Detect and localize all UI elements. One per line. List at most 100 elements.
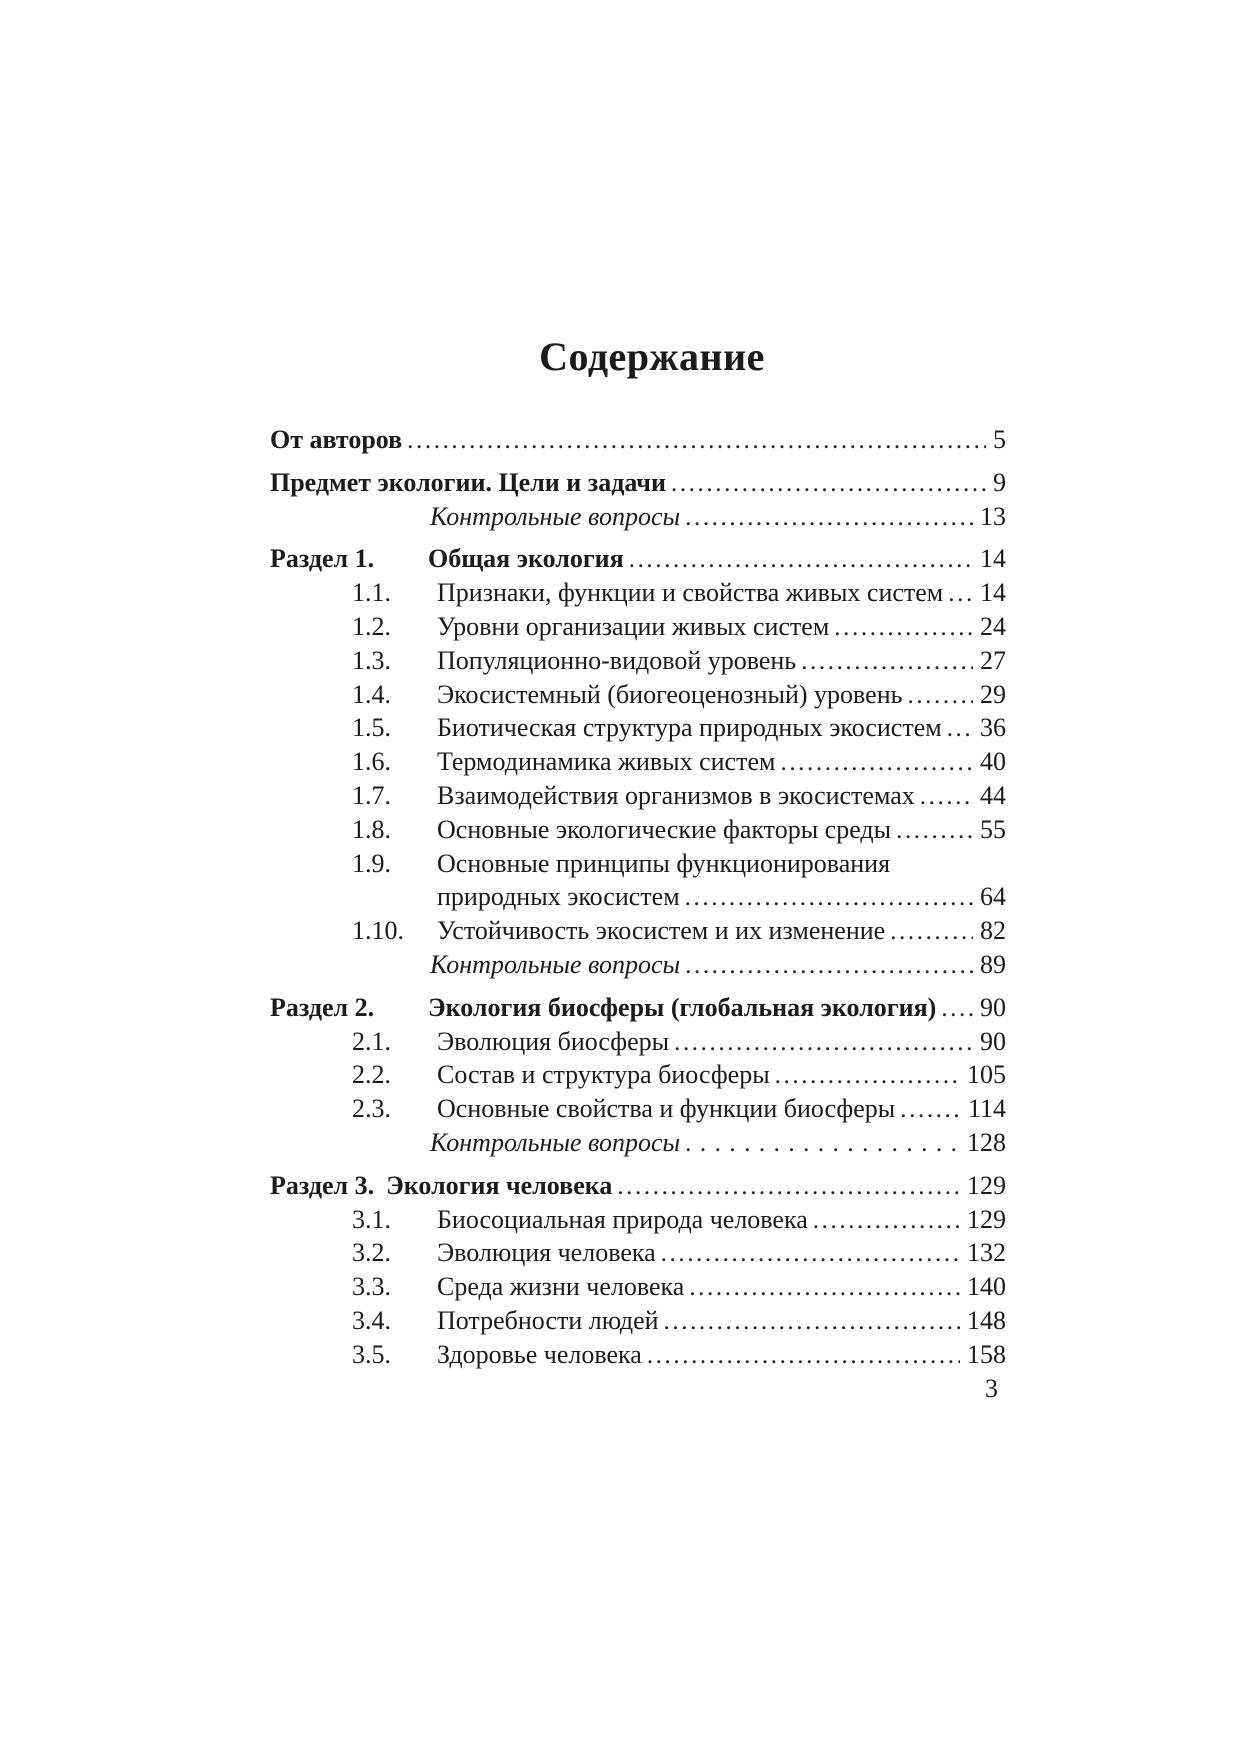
toc-row-page: 24 [980,611,1006,641]
toc-content: Содержание От авторов 5 Предмет экологии. … [270,331,1006,1405]
toc-row-page: 82 [980,916,1006,946]
toc-row-page: 5 [993,425,1006,454]
dot-leader [796,644,973,679]
toc-row-16: Контрольные вопросы 89 [270,948,1006,982]
toc-row-label: 3.1. [352,1204,391,1234]
dot-leader [895,1092,961,1127]
toc-row-title: Основные принципы функционирования [437,848,891,878]
toc-row-label: 2.1. [352,1026,391,1056]
toc-row-title: Уровни организации живых систем [437,611,830,641]
toc-row-title: Термодинамика живых систем [437,747,776,777]
toc-row-title: Предмет экологии. Цели и задачи [270,467,666,497]
toc-row-title: Потребности людей [437,1305,659,1335]
toc-row-page: 9 [993,467,1006,497]
toc-row-page: 129 [967,1170,1006,1200]
toc-row-label: 1.7. [352,780,391,810]
toc-row-title: Состав и структура биосферы [437,1060,770,1090]
toc-row-title: Признаки, функции и свойства живых систе… [437,578,944,608]
toc-row-page: 44 [980,780,1006,810]
toc-row-title: От авторов [270,425,403,454]
dot-leader [891,813,973,848]
toc-row-page: 13 [980,501,1006,531]
toc-row-label: 2.2. [352,1060,391,1090]
toc-row-5: 1.1. Признаки, функции и свойства живых с… [270,576,1006,610]
toc-row-page: 158 [967,1339,1006,1369]
toc-row-title: Основные свойства и функции биосферы [437,1094,896,1124]
toc-row-22: Раздел 3. Экология человека 129 [270,1169,1006,1203]
toc-row-title: Контрольные вопросы [430,1127,681,1157]
toc-row-page: 14 [980,544,1006,574]
dot-leader [942,711,973,746]
toc-row-title: Основные экологические факторы среды [437,814,892,844]
toc-row-1: От авторов 5 [270,423,1006,457]
toc-row-14: природных экосистем 64 [270,880,1006,914]
toc-row-21: Контрольные вопросы 128 [270,1126,1006,1160]
toc-row-label: 1.2. [352,611,391,641]
dot-leader [642,1338,960,1373]
toc-row-title: Биотическая структура природных экосисте… [437,713,942,743]
toc-row-title: Здоровье человека [437,1339,642,1369]
toc-row-page: 114 [967,1094,1006,1124]
dot-leader [915,779,973,814]
toc-row-label: 2.3. [352,1094,391,1124]
toc-row-title: Устойчивость экосистем и их изменение [437,916,886,946]
dot-leader [680,948,973,983]
toc-row-label: 3.4. [352,1305,391,1335]
toc-row-page: 40 [980,747,1006,777]
toc-row-2: Предмет экологии. Цели и задачи 9 [270,466,1006,500]
toc-row-title: Популяционно-видовой уровень [437,645,797,675]
toc-row-label: 1.1. [352,578,391,608]
toc-row-page: 14 [980,578,1006,608]
dot-leader [680,500,973,535]
dot-leader [669,1025,973,1060]
toc-row-title: Экосистемный (биогеоценозный) уровень [437,679,903,709]
toc-row-20: 2.3. Основные свойства и функции биосферы… [270,1092,1006,1126]
toc-row-page: 132 [967,1238,1006,1268]
toc-row-title: Среда жизни человека [437,1272,685,1302]
toc-row-page: 27 [980,645,1006,675]
toc-row-label: 1.6. [352,747,391,777]
toc-row-title: Эволюция человека [437,1238,656,1268]
toc-row-19: 2.2. Состав и структура биосферы 105 [270,1058,1006,1092]
toc-row-page: 55 [980,814,1006,844]
dot-leader [680,1126,960,1161]
toc-row-page: 128 [967,1127,1006,1157]
toc-row-27: 3.5. Здоровье человека 158 [270,1338,1006,1372]
page-number-footer: 3 [985,1373,998,1403]
toc-row-title: Биосоциальная природа человека [437,1204,808,1234]
toc-row-label: 1.9. [352,848,391,878]
toc-row-title: Взаимодействия организмов в экосистемах [437,780,915,810]
toc-row-label: 3.3. [352,1272,391,1302]
toc-row-page: 129 [967,1204,1006,1234]
dot-leader [936,991,973,1026]
toc-row-18: 2.1. Эволюция биосферы 90 [270,1025,1006,1059]
toc-list: От авторов 5 Предмет экологии. Цели и зада… [270,423,1006,1372]
toc-row-label: 3.2. [352,1238,391,1268]
dot-leader [624,542,973,577]
toc-row-page: 90 [980,1026,1006,1056]
toc-row-3: Контрольные вопросы 13 [270,500,1006,534]
dot-leader [902,678,973,713]
toc-row-13: 1.9. Основные принципы функционирования [270,847,1006,881]
toc-row-label: Раздел 2. [270,992,375,1022]
toc-row-23: 3.1. Биосоциальная природа человека 129 [270,1203,1006,1237]
toc-row-title: Экология биосферы (глобальная экология) [428,992,937,1022]
toc-row-25: 3.3. Среда жизни человека 140 [270,1270,1006,1304]
dot-leader [775,745,973,780]
toc-row-6: 1.2. Уровни организации живых систем 24 [270,610,1006,644]
toc-row-page: 148 [967,1305,1006,1335]
toc-row-page: 105 [967,1060,1006,1090]
dot-leader [943,576,973,611]
dot-leader [612,1169,960,1204]
toc-row-8: 1.4. Экосистемный (биогеоценозный) уровен… [270,678,1006,712]
toc-row-label: 1.5. [352,713,391,743]
dot-leader [885,914,973,949]
toc-row-4: Раздел 1. Общая экология 14 [270,542,1006,576]
toc-row-title: природных экосистем [437,882,680,912]
toc-row-26: 3.4. Потребности людей 148 [270,1304,1006,1338]
toc-row-label: 1.4. [352,679,391,709]
toc-row-page: 29 [980,679,1006,709]
toc-row-7: 1.3. Популяционно-видовой уровень 27 [270,644,1006,678]
toc-row-15: 1.10. Устойчивость экосистем и их изменен… [270,914,1006,948]
dot-leader [684,1270,960,1305]
